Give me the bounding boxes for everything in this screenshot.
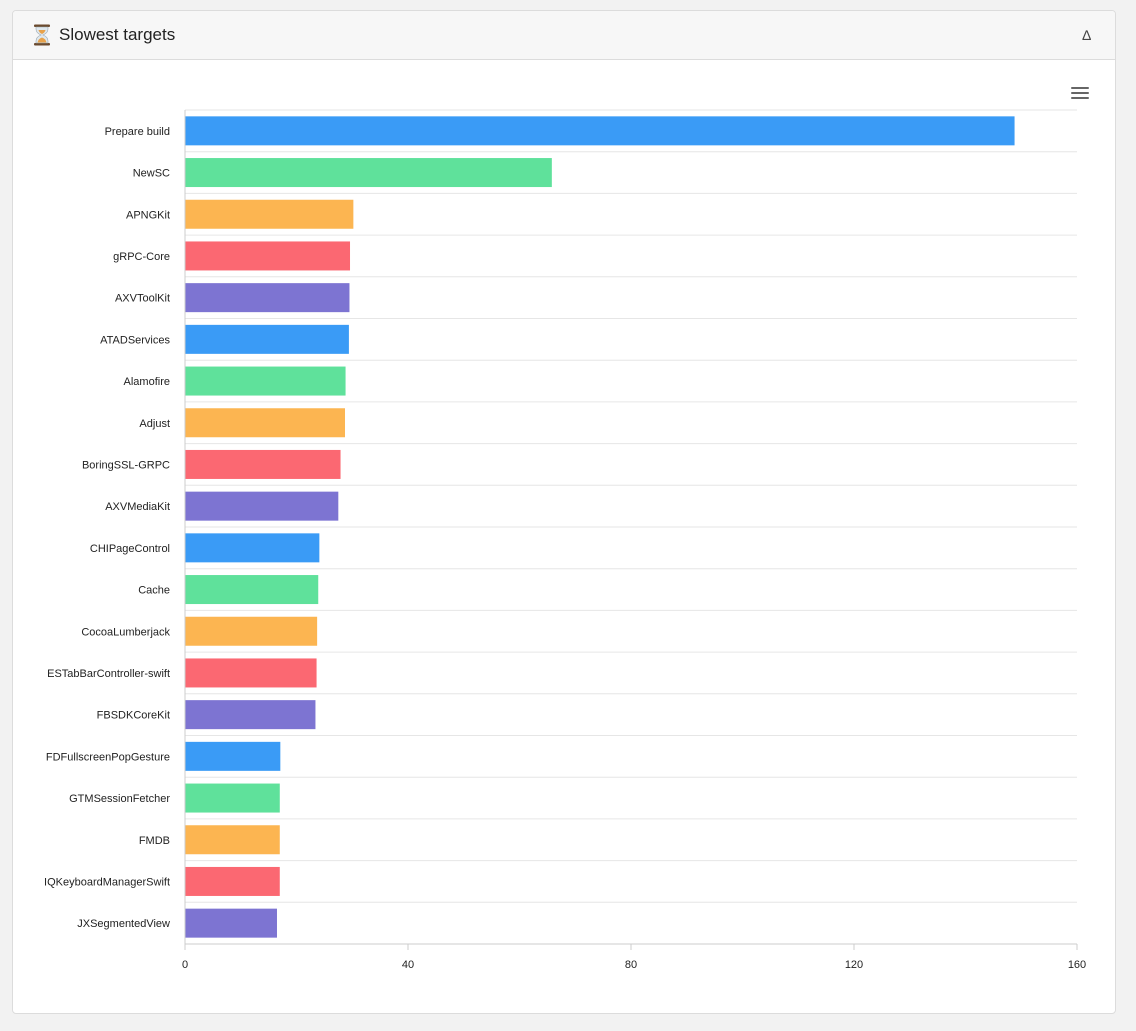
category-label: Alamofire (124, 376, 170, 388)
collapse-button[interactable]: ∆ (1082, 27, 1091, 43)
bar (185, 449, 341, 479)
bar (185, 741, 281, 771)
bar (185, 491, 339, 521)
bar (185, 783, 280, 813)
bar (185, 366, 346, 396)
x-tick-label: 160 (1068, 959, 1086, 971)
bar (185, 908, 277, 938)
hourglass-icon (34, 24, 50, 46)
bar (185, 324, 349, 354)
category-label: APNGKit (126, 209, 170, 221)
x-tick-label: 120 (845, 959, 863, 971)
bar (185, 825, 280, 855)
category-label: JXSegmentedView (77, 918, 170, 930)
bar (185, 408, 346, 438)
category-label: Prepare build (105, 126, 170, 138)
bar (185, 116, 1015, 146)
category-label: FBSDKCoreKit (97, 710, 170, 722)
bar (185, 575, 319, 605)
category-label: BoringSSL-GRPC (82, 459, 170, 471)
bar (185, 533, 320, 563)
bar (185, 700, 316, 730)
category-label: CocoaLumberjack (81, 626, 170, 638)
category-label: Cache (138, 585, 170, 597)
bar-chart: Prepare build NewSC APNGKit gRPC-Core AXVToo… (44, 109, 1086, 971)
card-header: Slowest targets ∆ (13, 11, 1115, 60)
menu-icon-line (1071, 97, 1089, 99)
x-tick-label: 80 (625, 959, 637, 971)
bar (185, 241, 351, 271)
bar (185, 158, 552, 188)
category-label: ESTabBarController-swift (47, 668, 170, 680)
bar (185, 283, 350, 313)
category-label: AXVMediaKit (105, 501, 170, 513)
bar (185, 199, 354, 229)
category-label: CHIPageControl (90, 543, 170, 555)
category-label: AXVToolKit (115, 293, 170, 305)
menu-icon-line (1071, 87, 1089, 89)
chart-menu-button[interactable] (1071, 85, 1089, 101)
category-label: FDFullscreenPopGesture (46, 751, 170, 763)
bar (185, 616, 318, 646)
category-label: FMDB (139, 835, 170, 847)
x-tick-label: 0 (182, 959, 188, 971)
category-label: NewSC (133, 168, 170, 180)
category-label: Adjust (139, 418, 170, 430)
category-label: ATADServices (100, 334, 170, 346)
card-title: Slowest targets (59, 25, 176, 44)
bar (185, 658, 317, 688)
slowest-targets-card: Slowest targets ∆ Prepare build NewSC APNG… (12, 10, 1116, 1014)
category-label: GTMSessionFetcher (69, 793, 170, 805)
category-label: IQKeyboardManagerSwift (44, 876, 170, 888)
x-tick-label: 40 (402, 959, 414, 971)
bar (185, 866, 280, 896)
category-label: gRPC-Core (113, 251, 170, 263)
menu-icon-line (1071, 92, 1089, 94)
